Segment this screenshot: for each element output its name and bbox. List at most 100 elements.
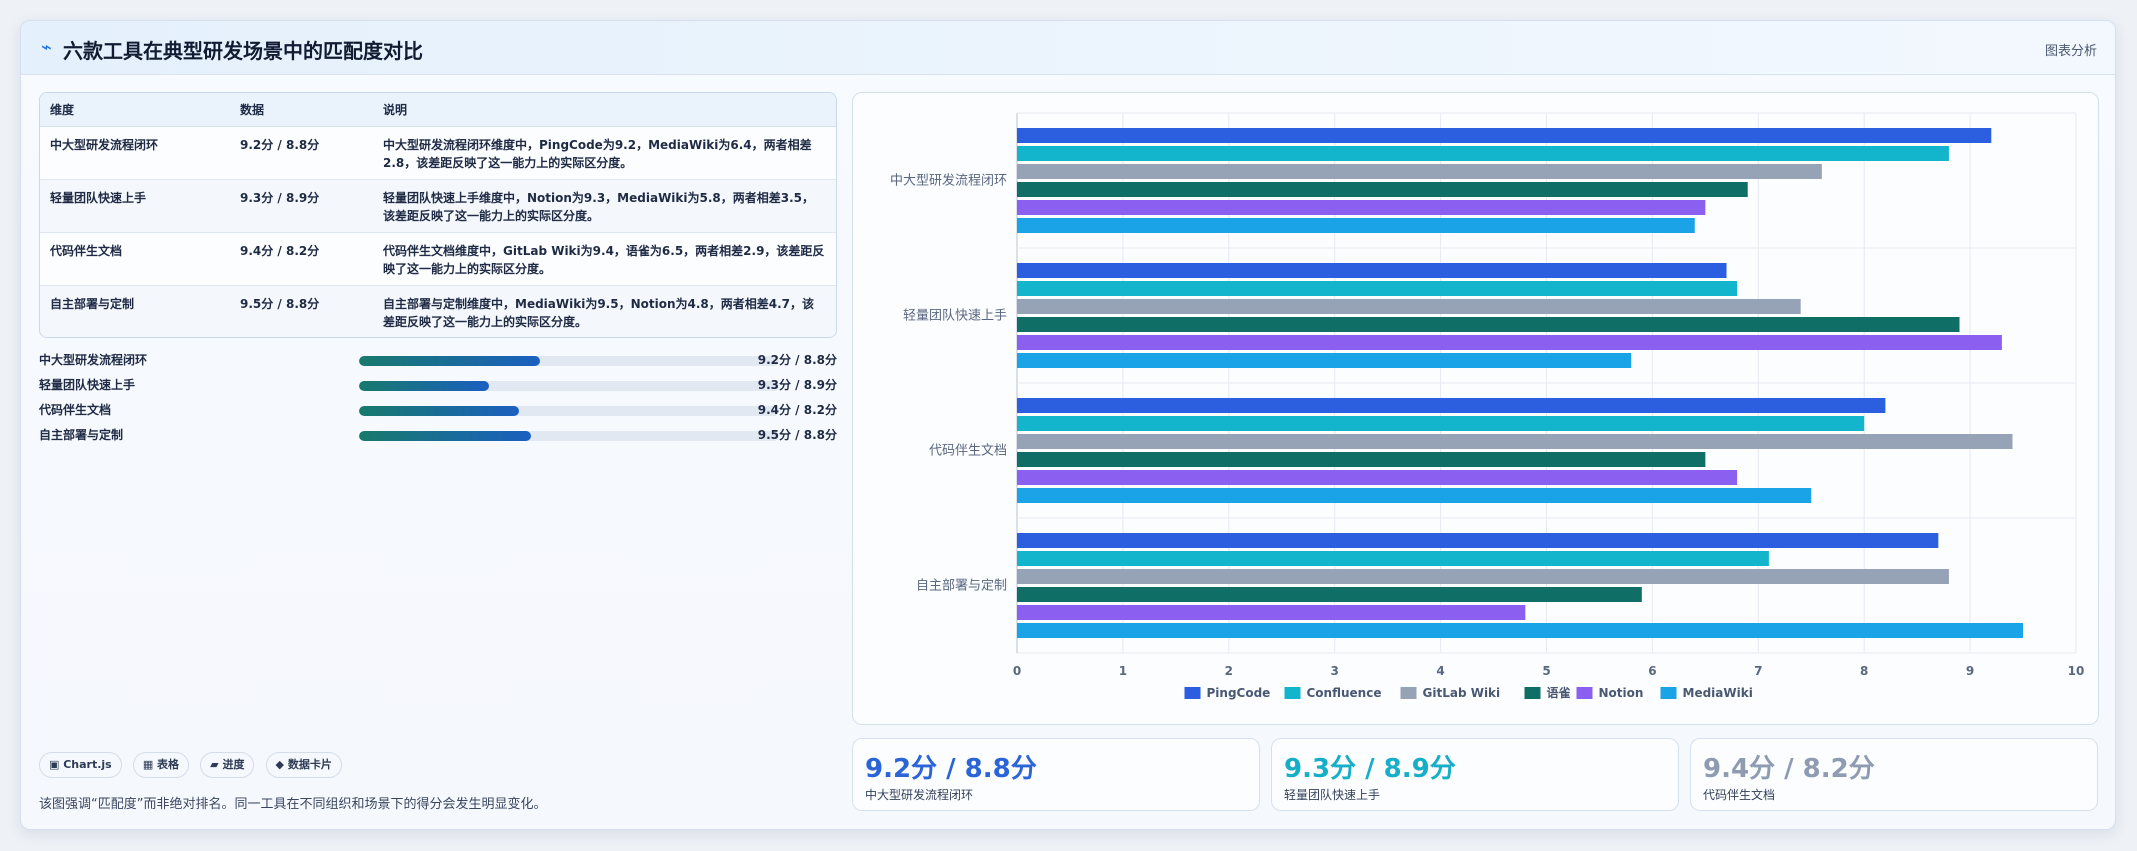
progress-row: 自主部署与定制 9.5分 / 8.8分 <box>39 426 837 451</box>
progress-row: 轻量团队快速上手 9.3分 / 8.9分 <box>39 376 837 401</box>
table-row: 中大型研发流程闭环 9.2分 / 8.8分 中大型研发流程闭环维度中，PingC… <box>40 126 836 180</box>
bar <box>1017 299 1801 314</box>
page-header: ⌁ 六款工具在典型研发场景中的匹配度对比 图表分析 <box>21 21 2115 75</box>
x-tick-label: 7 <box>1754 664 1762 678</box>
cell-data: 9.4分 / 8.2分 <box>230 232 373 286</box>
feature-chips: ▣ Chart.js ▦ 表格 ▰ 进度 ◆ 数据卡片 <box>39 752 348 778</box>
cell-data: 9.3分 / 8.9分 <box>230 179 373 233</box>
cell-description: 中大型研发流程闭环维度中，PingCode为9.2，MediaWiki为6.4，… <box>373 126 836 180</box>
column-header-data: 数据 <box>230 93 373 127</box>
progress-label: 自主部署与定制 <box>39 428 124 442</box>
table-chip[interactable]: ▦ 表格 <box>132 752 190 778</box>
bar <box>1017 452 1706 467</box>
legend-label: Confluence <box>1307 686 1382 700</box>
bar <box>1017 200 1706 215</box>
bar <box>1017 146 1949 161</box>
bar-chart: 0 1 2 3 4 5 6 7 8 9 10 中大型研发流程闭环 轻量团队快速上手 代码伴生文档 自主部署与… <box>852 92 2099 725</box>
bar <box>1017 533 1939 548</box>
cell-dimension: 自主部署与定制 <box>40 285 230 337</box>
y-category-label: 中大型研发流程闭环 <box>890 173 1007 189</box>
chart-analysis-link[interactable]: 图表分析 <box>2044 44 2097 59</box>
progress-label: 轻量团队快速上手 <box>39 378 136 392</box>
progress-fill <box>359 356 540 366</box>
bar <box>1017 164 1822 179</box>
column-header-description: 说明 <box>373 93 836 127</box>
progress-track <box>359 381 779 391</box>
x-tick-label: 0 <box>1013 664 1021 678</box>
progress-fill <box>359 431 532 441</box>
progress-list: 中大型研发流程闭环 9.2分 / 8.8分 轻量团队快速上手 9.3分 / 8.… <box>39 351 837 451</box>
bar <box>1017 128 1992 143</box>
progress-track <box>359 431 779 441</box>
cell-description: 轻量团队快速上手维度中，Notion为9.3，MediaWiki为5.8，两者相… <box>373 179 836 233</box>
legend-swatch <box>1660 687 1677 699</box>
data-table: 维度 数据 说明 中大型研发流程闭环 9.2分 / 8.8分 中大型研发流程闭环… <box>39 92 837 338</box>
bar <box>1017 353 1632 368</box>
x-tick-label: 8 <box>1860 664 1868 678</box>
progress-label: 代码伴生文档 <box>39 403 112 417</box>
cell-dimension: 中大型研发流程闭环 <box>40 126 230 180</box>
stat-value: 9.2分 / 8.8分 <box>865 754 1037 784</box>
progress-chip[interactable]: ▰ 进度 <box>200 752 255 778</box>
bar <box>1017 569 1949 584</box>
x-tick-label: 10 <box>2068 664 2085 678</box>
data-card-chip[interactable]: ◆ 数据卡片 <box>265 752 342 778</box>
table-header-row: 维度 数据 说明 <box>40 93 836 127</box>
table-row: 自主部署与定制 9.5分 / 8.8分 自主部署与定制维度中，MediaWiki… <box>40 285 836 337</box>
legend-swatch <box>1576 687 1593 699</box>
bar <box>1017 416 1865 431</box>
table-row: 轻量团队快速上手 9.3分 / 8.9分 轻量团队快速上手维度中，Notion为… <box>40 179 836 233</box>
legend-label: Notion <box>1599 686 1644 700</box>
progress-fill <box>359 406 519 416</box>
progress-value: 9.2分 / 8.8分 <box>757 353 837 367</box>
bar <box>1017 605 1526 620</box>
bar <box>1017 551 1769 566</box>
bar <box>1017 263 1727 278</box>
cell-description: 自主部署与定制维度中，MediaWiki为9.5，Notion为4.8，两者相差… <box>373 285 836 337</box>
bar <box>1017 182 1748 197</box>
x-tick-label: 3 <box>1331 664 1339 678</box>
progress-value: 9.3分 / 8.9分 <box>757 378 837 392</box>
bar <box>1017 218 1695 233</box>
stat-card: 9.2分 / 8.8分 中大型研发流程闭环 <box>852 738 1260 811</box>
table-row: 代码伴生文档 9.4分 / 8.2分 代码伴生文档维度中，GitLab Wiki… <box>40 232 836 286</box>
legend-label: 语雀 <box>1547 685 1571 700</box>
x-tick-label: 2 <box>1225 664 1233 678</box>
legend-label: PingCode <box>1207 686 1271 700</box>
chart-canvas: 0 1 2 3 4 5 6 7 8 9 10 中大型研发流程闭环轻量团队快速上手代码伴生文档自主部署与… <box>890 112 2085 700</box>
bar <box>1017 587 1642 602</box>
x-tick-label: 4 <box>1436 664 1444 678</box>
y-category-label: 自主部署与定制 <box>916 579 1007 594</box>
cell-description: 代码伴生文档维度中，GitLab Wiki为9.4，语雀为6.5，两者相差2.9… <box>373 232 836 286</box>
progress-track <box>359 406 779 416</box>
legend-swatch <box>1524 687 1541 699</box>
progress-fill <box>359 381 490 391</box>
page-title: 六款工具在典型研发场景中的匹配度对比 <box>63 39 423 63</box>
cell-data: 9.5分 / 8.8分 <box>230 285 373 337</box>
bar <box>1017 335 2002 350</box>
bar <box>1017 470 1738 485</box>
x-tick-label: 9 <box>1966 664 1974 678</box>
stat-label: 代码伴生文档 <box>1703 788 1776 802</box>
bar <box>1017 317 1960 332</box>
spark-icon: ⌁ <box>41 37 52 58</box>
progress-row: 代码伴生文档 9.4分 / 8.2分 <box>39 401 837 426</box>
x-tick-label: 5 <box>1542 664 1550 678</box>
stat-label: 轻量团队快速上手 <box>1284 788 1381 802</box>
stat-card: 9.4分 / 8.2分 代码伴生文档 <box>1690 738 2098 811</box>
bar <box>1017 398 1886 413</box>
cell-dimension: 轻量团队快速上手 <box>40 179 230 233</box>
stat-value: 9.4分 / 8.2分 <box>1703 754 1875 784</box>
bar <box>1017 623 2024 638</box>
chartjs-chip[interactable]: ▣ Chart.js <box>39 752 122 778</box>
stat-value: 9.3分 / 8.9分 <box>1284 754 1456 784</box>
x-tick-label: 1 <box>1119 664 1127 678</box>
progress-track <box>359 356 779 366</box>
footnote: 该图强调“匹配度”而非绝对排名。同一工具在不同组织和场景下的得分会发生明显变化。 <box>39 797 547 812</box>
column-header-dimension: 维度 <box>40 93 230 127</box>
bar <box>1017 434 2013 449</box>
y-category-label: 轻量团队快速上手 <box>903 309 1007 324</box>
y-category-label: 代码伴生文档 <box>929 444 1007 459</box>
progress-label: 中大型研发流程闭环 <box>39 353 148 367</box>
legend-swatch <box>1184 687 1201 699</box>
